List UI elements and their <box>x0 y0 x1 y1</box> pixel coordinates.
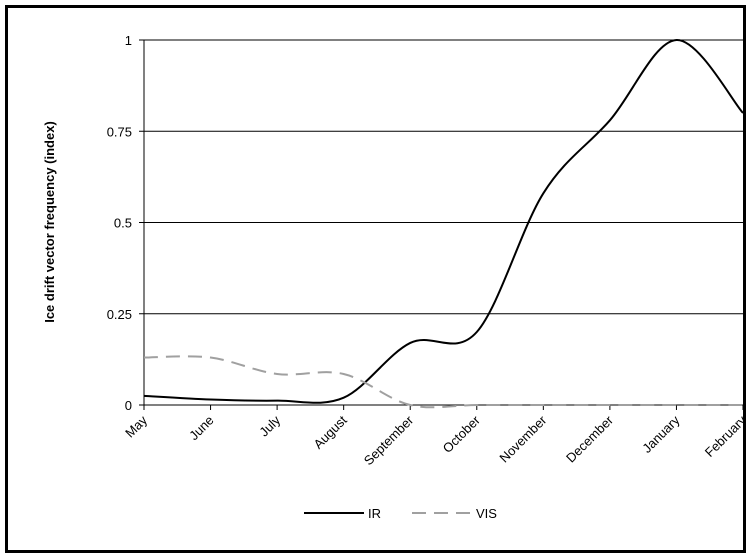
x-tick-label: January <box>639 412 683 456</box>
x-tick-label: July <box>256 412 283 439</box>
x-tick-label: November <box>496 412 549 465</box>
x-ticks: May June July August September October Novembe… <box>122 405 743 468</box>
y-tick-label: 0 <box>125 398 132 413</box>
legend-label-ir: IR <box>368 506 381 521</box>
y-tick-label: 0.5 <box>114 216 132 231</box>
line-chart: 0 0.25 0.5 0.75 1 May June July August September… <box>42 33 743 521</box>
y-tick-label: 0.25 <box>107 307 132 322</box>
series-line-vis <box>143 355 743 409</box>
x-tick-label: May <box>122 412 150 440</box>
x-tick-label: August <box>311 412 350 451</box>
x-tick-label: October <box>440 412 484 456</box>
x-tick-label: February <box>702 412 743 460</box>
gridlines <box>144 39 743 315</box>
legend: IR VIS <box>304 506 497 521</box>
legend-label-vis: VIS <box>476 506 497 521</box>
x-tick-label: September <box>361 412 417 468</box>
x-tick-label: December <box>563 412 616 465</box>
series-line-ir <box>143 38 743 404</box>
chart-frame: 0 0.25 0.5 0.75 1 May June July August September… <box>5 5 746 553</box>
y-tick-label: 1 <box>125 33 132 48</box>
y-ticks: 0 0.25 0.5 0.75 1 <box>107 33 144 413</box>
series-lines <box>143 38 743 409</box>
x-tick-label: June <box>186 413 217 444</box>
y-tick-label: 0.75 <box>107 124 132 139</box>
y-axis-label: Ice drift vector frequency (index) <box>42 121 57 323</box>
